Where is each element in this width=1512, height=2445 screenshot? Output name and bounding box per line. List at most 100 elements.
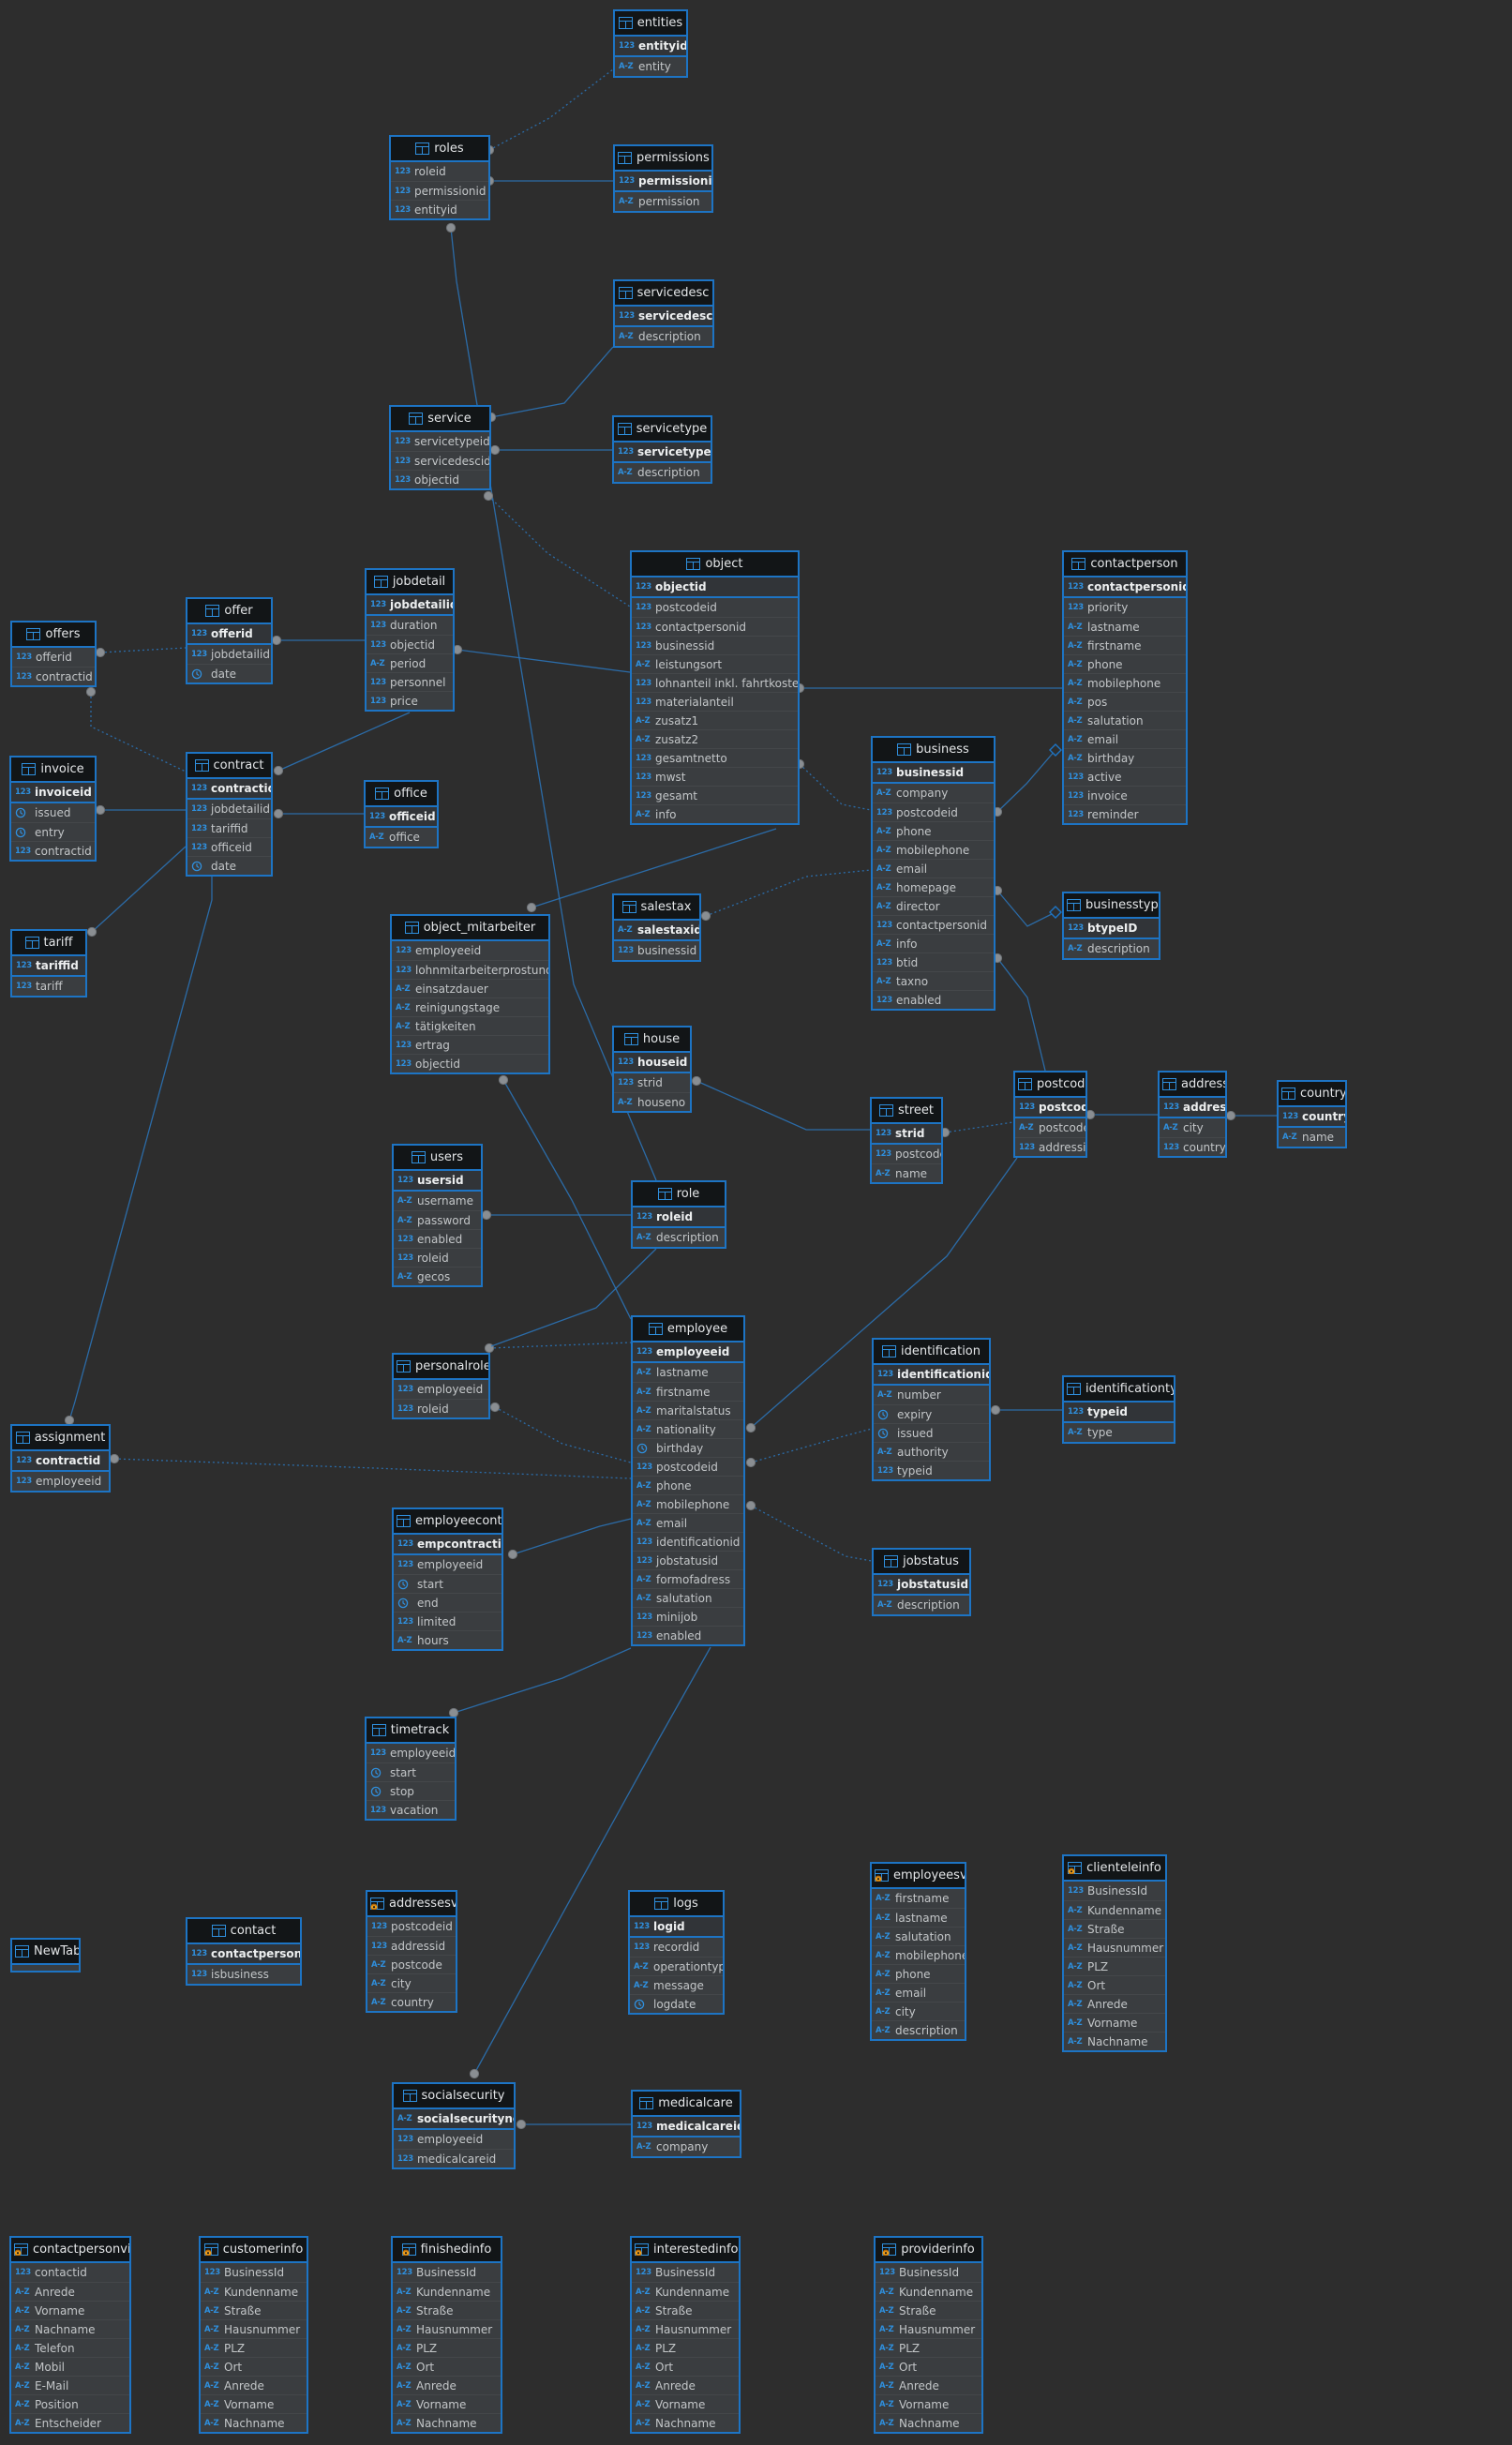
field-tariffid[interactable]: 123 tariffid bbox=[187, 818, 271, 837]
field-formofadress[interactable]: A-Z formofadress bbox=[633, 1569, 743, 1588]
field-Kundenname[interactable]: A-Z Kundenname bbox=[201, 2282, 307, 2301]
field-employeeid[interactable]: 123 employeeid bbox=[12, 1472, 109, 1491]
field-Vorname[interactable]: A-Z Vorname bbox=[393, 2394, 501, 2413]
relationship-line[interactable] bbox=[453, 1647, 632, 1714]
field-name[interactable]: A-Z name bbox=[872, 1163, 941, 1182]
relationship-line[interactable] bbox=[90, 692, 187, 772]
field-postcodeid[interactable]: 123 postcodeid bbox=[1015, 1098, 1085, 1117]
field-PLZ[interactable]: A-Z PLZ bbox=[201, 2338, 307, 2357]
field-businessid[interactable]: 123 businessid bbox=[632, 636, 798, 654]
field-Nachname[interactable]: A-Z Nachname bbox=[11, 2319, 129, 2338]
field-firstname[interactable]: A-Z firstname bbox=[872, 1889, 965, 1908]
table-header[interactable]: employeecontract bbox=[394, 1509, 502, 1535]
field-logdate[interactable]: logdate bbox=[630, 1994, 723, 2013]
table-header[interactable]: offer bbox=[187, 599, 271, 624]
field-number[interactable]: A-Z number bbox=[874, 1386, 989, 1404]
relationship-line[interactable] bbox=[68, 876, 213, 1421]
field-name[interactable]: A-Z name bbox=[1279, 1128, 1345, 1147]
table-header[interactable]: contactperson bbox=[1064, 552, 1186, 578]
relationship-line[interactable] bbox=[113, 1458, 632, 1479]
table-header[interactable]: users bbox=[394, 1146, 481, 1171]
table-users[interactable]: users 123 usersid A-Z username A-Z password 123… bbox=[392, 1144, 483, 1287]
table-contactperson[interactable]: contactperson 123 contactpersonid 123 priori… bbox=[1062, 550, 1188, 825]
relationship-line[interactable] bbox=[490, 346, 614, 418]
field-offerid[interactable]: 123 offerid bbox=[12, 648, 95, 667]
field-active[interactable]: 123 active bbox=[1064, 767, 1186, 786]
field-Kundenname[interactable]: A-Z Kundenname bbox=[393, 2282, 501, 2301]
table-identification[interactable]: identification 123 identificationid A-Z numb… bbox=[872, 1338, 991, 1481]
table-header[interactable]: personalrole bbox=[394, 1355, 488, 1380]
field-reminder[interactable]: 123 reminder bbox=[1064, 804, 1186, 823]
view-providerinfo[interactable]: providerinfo 123 BusinessId A-Z Kundenname A-… bbox=[874, 2236, 983, 2434]
table-header[interactable]: offers bbox=[12, 622, 95, 648]
field-country[interactable]: A-Z country bbox=[367, 1992, 456, 2011]
table-header[interactable]: identification bbox=[874, 1340, 989, 1365]
field-Hausnummer[interactable]: A-Z Hausnummer bbox=[876, 2319, 981, 2338]
field-gecos[interactable]: A-Z gecos bbox=[394, 1267, 481, 1285]
field-empcontractid[interactable]: 123 empcontractid bbox=[394, 1535, 502, 1553]
field-authority[interactable]: A-Z authority bbox=[874, 1442, 989, 1461]
relationship-line[interactable] bbox=[91, 846, 187, 933]
field-postcodeid[interactable]: 123 postcodeid bbox=[873, 802, 994, 821]
relationship-line[interactable] bbox=[512, 1518, 632, 1555]
table-businesstype[interactable]: businesstype 123 btypeID A-Z description bbox=[1062, 892, 1160, 960]
field-objectid[interactable]: 123 objectid bbox=[392, 1054, 548, 1072]
field-contactpersonid[interactable]: 123 contactpersonid bbox=[873, 915, 994, 934]
field-Ort[interactable]: A-Z Ort bbox=[876, 2357, 981, 2376]
table-header[interactable]: employeesview bbox=[872, 1864, 965, 1889]
table-office[interactable]: office 123 officeid A-Z office bbox=[364, 780, 439, 848]
table-header[interactable]: contract bbox=[187, 754, 271, 779]
field-salestaxid[interactable]: A-Z salestaxid bbox=[614, 921, 699, 939]
table-header[interactable]: business bbox=[873, 738, 994, 763]
field-postcode[interactable]: A-Z postcode bbox=[367, 1955, 456, 1973]
field-identificationid[interactable]: 123 identificationid bbox=[874, 1365, 989, 1384]
table-logs[interactable]: logs123logid123recordidA-ZoperationtypeA… bbox=[628, 1890, 725, 2015]
relationship-line[interactable] bbox=[457, 649, 631, 673]
field-invoice[interactable]: 123 invoice bbox=[1064, 786, 1186, 804]
field-Kundenname[interactable]: A-Z Kundenname bbox=[1064, 1900, 1165, 1919]
field-expiry[interactable]: expiry bbox=[874, 1404, 989, 1423]
field-phone[interactable]: A-Z phone bbox=[633, 1476, 743, 1494]
field-objectid[interactable]: 123 objectid bbox=[367, 635, 453, 653]
table-tariff[interactable]: tariff 123 tariffid 123 tariff bbox=[10, 929, 87, 998]
field-entityid[interactable]: 123 entityid bbox=[615, 37, 686, 55]
view-customerinfo[interactable]: customerinfo 123 BusinessId A-Z Kundenname A-… bbox=[199, 2236, 308, 2434]
field-employeeid[interactable]: 123 employeeid bbox=[367, 1744, 455, 1762]
table-assignment[interactable]: assignment 123 contractid 123 employeeid bbox=[10, 1424, 111, 1492]
field-salutation[interactable]: A-Z salutation bbox=[1064, 711, 1186, 729]
relationship-line[interactable] bbox=[490, 1248, 657, 1347]
field-E-Mail[interactable]: A-Z E-Mail bbox=[11, 2376, 129, 2394]
field-Anrede[interactable]: A-Z Anrede bbox=[201, 2376, 307, 2394]
field-message[interactable]: A-Z message bbox=[630, 1975, 723, 1994]
table-header[interactable]: role bbox=[633, 1182, 725, 1208]
field-entry[interactable]: entry bbox=[11, 822, 95, 841]
field-minijob[interactable]: 123 minijob bbox=[633, 1607, 743, 1626]
field-duration[interactable]: 123 duration bbox=[367, 616, 453, 635]
field-Straße[interactable]: A-Z Straße bbox=[393, 2301, 501, 2319]
relationship-line[interactable] bbox=[531, 828, 777, 908]
field-Anrede[interactable]: A-Z Anrede bbox=[393, 2376, 501, 2394]
field-typeid[interactable]: 123 typeid bbox=[1064, 1402, 1174, 1421]
table-NewTable[interactable]: NewTable bbox=[10, 1938, 81, 1972]
relationship-line[interactable] bbox=[750, 1505, 873, 1562]
field-phone[interactable]: A-Z phone bbox=[872, 1964, 965, 1983]
field-reinigungstage[interactable]: A-Z reinigungstage bbox=[392, 998, 548, 1016]
field-materialanteil[interactable]: 123 materialanteil bbox=[632, 692, 798, 711]
field-start[interactable]: start bbox=[394, 1574, 502, 1593]
relationship-line[interactable] bbox=[750, 1428, 873, 1463]
field-contractid[interactable]: 123 contractid bbox=[12, 1451, 109, 1470]
field-tätigkeiten[interactable]: A-Z tätigkeiten bbox=[392, 1016, 548, 1035]
field-phone[interactable]: A-Z phone bbox=[1064, 654, 1186, 673]
table-timetrack[interactable]: timetrack 123 employeeid start stop 123 vaca… bbox=[365, 1717, 457, 1821]
field-priority[interactable]: 123 priority bbox=[1064, 598, 1186, 617]
field-description[interactable]: A-Z description bbox=[874, 1596, 969, 1614]
field-recordid[interactable]: 123 recordid bbox=[630, 1938, 723, 1957]
field-jobstatusid[interactable]: 123 jobstatusid bbox=[874, 1575, 969, 1594]
table-contact[interactable]: contact 123 contactpersonid 123 isbusiness bbox=[186, 1917, 302, 1986]
table-jobstatus[interactable]: jobstatus 123 jobstatusid A-Z description bbox=[872, 1548, 971, 1616]
table-header[interactable]: NewTable bbox=[12, 1940, 79, 1965]
